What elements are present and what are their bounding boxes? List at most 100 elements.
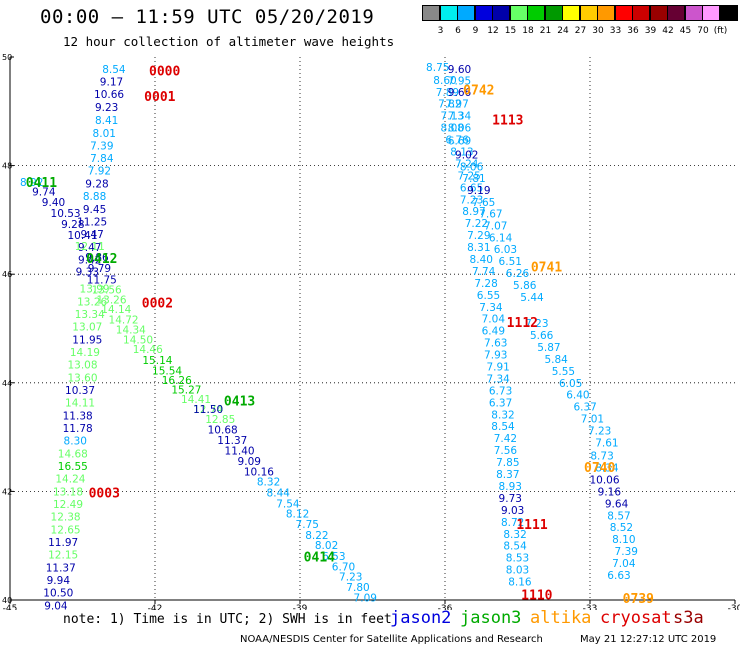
swh-value: 6.65	[460, 182, 483, 194]
swh-value: 8.32	[491, 409, 514, 421]
satellite-jason2: jason2	[390, 608, 452, 628]
swh-value: 9.47	[80, 229, 103, 241]
pass-time-label: 0741	[531, 261, 562, 276]
swh-value: 14.19	[70, 347, 100, 359]
swh-value: 10.37	[65, 385, 95, 397]
swh-value: 9.42	[78, 255, 101, 267]
swh-value: 9.33	[76, 266, 99, 278]
swh-value: 13.07	[72, 321, 102, 333]
swh-value: 7.22	[465, 218, 488, 230]
colorbar-label: (ft)	[713, 26, 728, 36]
swh-value: 8.13	[450, 146, 473, 158]
swh-value: 12.49	[53, 499, 83, 511]
pass-time-label: 0003	[89, 486, 120, 501]
swh-value: 14.11	[65, 397, 95, 409]
swh-value: 14.68	[58, 448, 88, 460]
chart-note: note: 1) Time is in UTC; 2) SWH is in fe…	[63, 612, 392, 627]
x-tick-label: -42	[148, 604, 163, 610]
swh-value: 6.53	[322, 551, 345, 563]
swh-value: 9.19	[467, 185, 490, 197]
swh-value: 9.73	[499, 493, 522, 505]
swh-value: 7.80	[346, 582, 369, 594]
swh-value: 11.97	[48, 537, 78, 549]
swh-value: 6.49	[482, 326, 505, 338]
swh-value: 7.34	[448, 111, 472, 123]
swh-value: 12.65	[51, 524, 81, 536]
swh-value: 10.06	[589, 474, 619, 486]
pass-time-label: 1113	[492, 113, 523, 128]
swh-value: 11.95	[72, 334, 102, 346]
swh-value: 14.46	[133, 344, 163, 356]
swh-value: 8.12	[286, 509, 309, 521]
swh-value: 9.17	[100, 76, 123, 88]
swh-value: 8.73	[590, 451, 613, 463]
swh-value: 11.37	[217, 435, 247, 447]
swh-value: 8.06	[460, 162, 484, 174]
swh-value: 8.41	[95, 115, 118, 127]
swh-value: 7.25	[457, 170, 480, 182]
swh-value: 6.37	[489, 397, 512, 409]
swh-value: 7.07	[484, 220, 507, 232]
swh-value: 7.23	[460, 194, 483, 206]
swh-value: 14.34	[116, 325, 146, 337]
swh-value: 9.16	[598, 486, 622, 498]
colorbar-label: 6	[455, 26, 461, 36]
swh-value: 9.02	[455, 150, 478, 162]
swh-value: 7.75	[296, 519, 319, 531]
colorbar-label: 9	[472, 26, 479, 36]
swh-value: 13.26	[77, 296, 107, 308]
swh-value: 7.93	[484, 350, 507, 362]
swh-value: 15.14	[142, 355, 172, 367]
swh-value: 7.04	[612, 558, 636, 570]
swh-value: 9.66	[448, 87, 472, 99]
swh-value: 5.55	[552, 366, 575, 378]
swh-value: 16.55	[58, 461, 88, 473]
colorbar-label: 33	[609, 26, 622, 36]
pass-time-label: 0740	[584, 461, 615, 476]
swh-value: 6.70	[332, 561, 355, 573]
swh-value: 7.81	[462, 173, 485, 185]
swh-value: 7.97	[445, 99, 468, 111]
colorbar-label: 18	[522, 26, 534, 36]
swh-value: 8.32	[503, 529, 526, 541]
pass-time-label: 0001	[144, 90, 175, 105]
x-tick-label: -30	[728, 604, 740, 610]
swh-value: 9.28	[85, 179, 108, 191]
colorbar-label: 15	[504, 26, 517, 36]
swh-value: 10.68	[208, 424, 238, 436]
colorbar-swatch	[719, 5, 738, 21]
y-tick-label: 50	[2, 53, 12, 62]
swh-value: 7.91	[486, 362, 509, 374]
swh-value: 7.34	[486, 373, 510, 385]
swh-value: 5.87	[537, 342, 560, 354]
colorbar-label: 3	[437, 26, 444, 36]
colorbar-label: 30	[592, 26, 604, 36]
satellite-s3a: s3a	[673, 608, 704, 628]
swh-value: 7.84	[90, 153, 114, 165]
pass-time-label: 0000	[149, 65, 180, 80]
swh-value: 10.16	[244, 466, 274, 478]
swh-value: 9.28	[61, 219, 84, 231]
swh-value: 9.86	[85, 252, 109, 264]
swh-value: 7.34	[479, 302, 503, 314]
swh-value: 7.29	[467, 230, 490, 242]
pass-time-label: 0002	[142, 296, 173, 311]
swh-value: 9.03	[501, 505, 524, 517]
swh-value: 8.60	[433, 75, 456, 87]
pass-time-label: 0411	[26, 176, 57, 191]
swh-value: 7.95	[448, 75, 471, 87]
swh-value: 7.42	[494, 433, 517, 445]
swh-value: 8.31	[467, 242, 490, 254]
swh-value: 12.15	[48, 549, 78, 561]
pass-time-label: 1112	[507, 316, 538, 331]
swh-value: 8.44	[267, 487, 291, 499]
swh-value: 11.25	[77, 217, 107, 229]
swh-value: 7.56	[494, 445, 518, 457]
swh-value: 13.18	[53, 486, 83, 498]
swh-value: 14.24	[55, 473, 85, 485]
swh-value: 14.50	[123, 334, 153, 346]
swh-value: 9.23	[95, 102, 118, 114]
swh-value: 13.56	[92, 284, 122, 296]
colorbar-label: 70	[697, 26, 709, 36]
